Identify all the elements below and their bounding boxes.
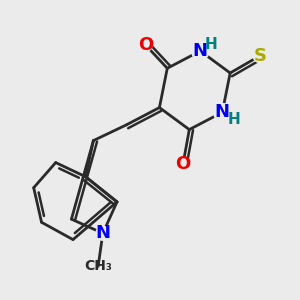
Circle shape	[176, 157, 190, 171]
Circle shape	[253, 49, 267, 63]
Text: CH₃: CH₃	[84, 259, 112, 273]
Circle shape	[96, 226, 110, 240]
Text: S: S	[254, 47, 266, 65]
Text: N: N	[215, 103, 230, 121]
Circle shape	[138, 38, 152, 52]
Text: H: H	[228, 112, 241, 127]
Text: O: O	[176, 155, 190, 173]
Circle shape	[214, 103, 231, 121]
Text: O: O	[138, 36, 153, 54]
Text: H: H	[205, 37, 218, 52]
Text: N: N	[95, 224, 110, 242]
Circle shape	[191, 42, 209, 60]
Text: N: N	[193, 42, 208, 60]
